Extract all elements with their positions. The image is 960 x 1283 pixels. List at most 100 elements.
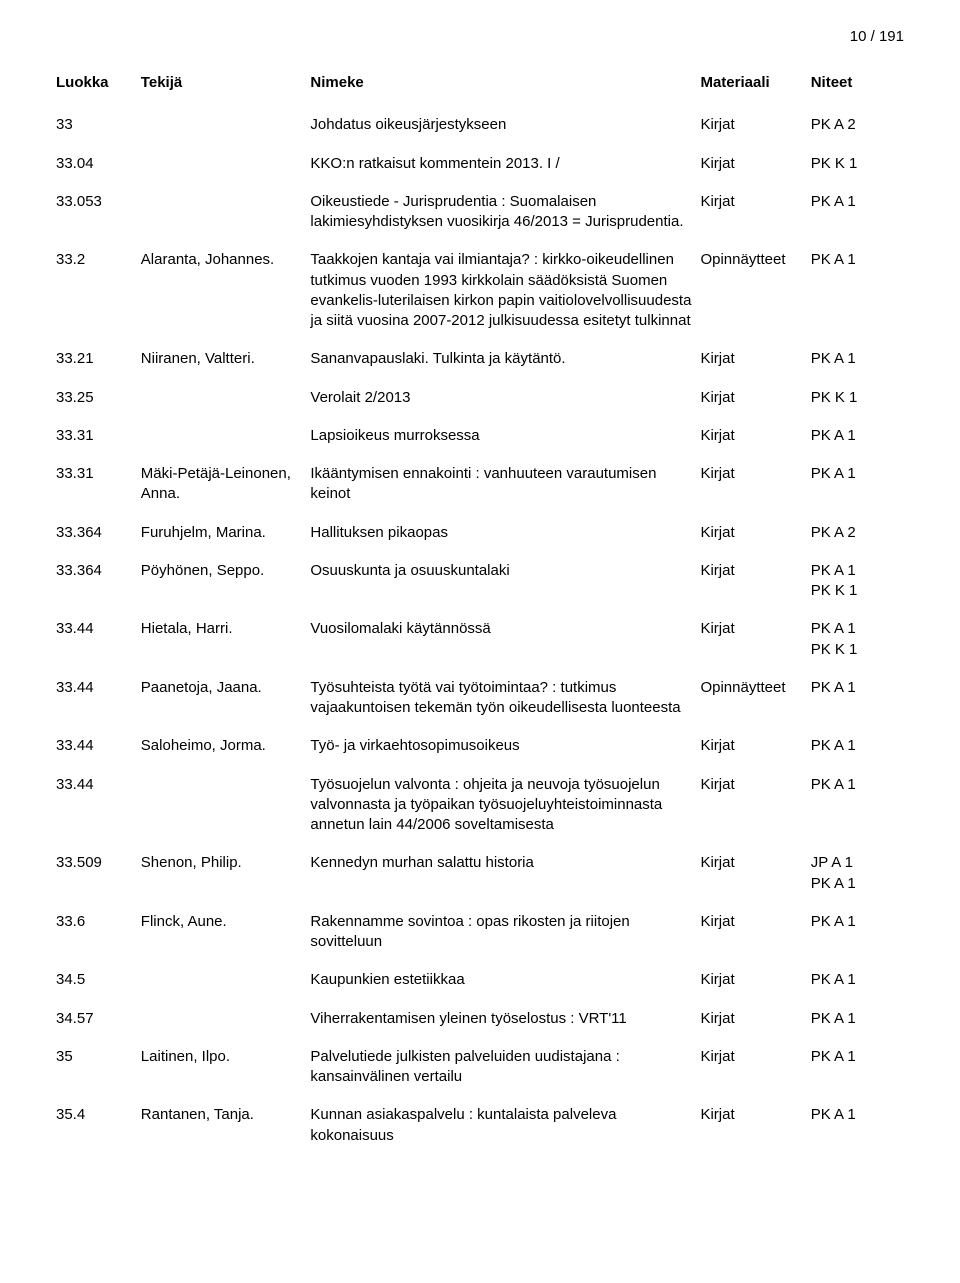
cell-tekija: Flinck, Aune. — [141, 908, 311, 967]
cell-tekija: Furuhjelm, Marina. — [141, 519, 311, 557]
cell-nimeke: Työ- ja virkaehtosopimusoikeus — [310, 732, 700, 770]
cell-materiaali: Kirjat — [700, 345, 810, 383]
cell-tekija — [141, 422, 311, 460]
cell-tekija — [141, 150, 311, 188]
cell-niteet: PK A 1 — [811, 422, 904, 460]
cell-tekija — [141, 1005, 311, 1043]
cell-niteet: PK A 1 — [811, 460, 904, 519]
cell-nimeke: Verolait 2/2013 — [310, 384, 700, 422]
col-luokka: Luokka — [56, 69, 141, 111]
cell-tekija: Paanetoja, Jaana. — [141, 674, 311, 733]
col-nimeke: Nimeke — [310, 69, 700, 111]
table-header-row: Luokka Tekijä Nimeke Materiaali Niteet — [56, 69, 904, 111]
cell-tekija — [141, 111, 311, 149]
col-niteet: Niteet — [811, 69, 904, 111]
cell-materiaali: Opinnäytteet — [700, 246, 810, 345]
table-body: 33Johdatus oikeusjärjestykseenKirjatPK A… — [56, 111, 904, 1160]
table-row: 33.053 Oikeustiede - Jurisprudentia : Suo… — [56, 188, 904, 247]
cell-materiaali: Kirjat — [700, 460, 810, 519]
cell-nimeke: Taakkojen kantaja vai ilmiantaja? : kirk… — [310, 246, 700, 345]
cell-tekija — [141, 188, 311, 247]
cell-tekija: Alaranta, Johannes. — [141, 246, 311, 345]
cell-luokka: 33.31 — [56, 422, 141, 460]
cell-niteet: PK A 1 — [811, 188, 904, 247]
cell-luokka: 35 — [56, 1043, 141, 1102]
table-row: 33.6Flinck, Aune.Rakennamme sovintoa : o… — [56, 908, 904, 967]
cell-luokka: 34.5 — [56, 966, 141, 1004]
cell-luokka: 35.4 — [56, 1101, 141, 1160]
page-number: 10 / 191 — [56, 28, 904, 45]
cell-niteet: JP A 1 PK A 1 — [811, 849, 904, 908]
cell-luokka: 33.44 — [56, 615, 141, 674]
table-row: 33.31Mäki-Petäjä-Leinonen, Anna.Ikääntym… — [56, 460, 904, 519]
table-row: 34.57 Viherrakentamisen yleinen työselost… — [56, 1005, 904, 1043]
cell-niteet: PK A 1 — [811, 771, 904, 850]
cell-niteet: PK A 1 — [811, 908, 904, 967]
cell-materiaali: Kirjat — [700, 771, 810, 850]
cell-luokka: 33.053 — [56, 188, 141, 247]
cell-materiaali: Kirjat — [700, 422, 810, 460]
cell-luokka: 33.44 — [56, 674, 141, 733]
cell-nimeke: Osuuskunta ja osuuskuntalaki — [310, 557, 700, 616]
cell-nimeke: Oikeustiede - Jurisprudentia : Suomalais… — [310, 188, 700, 247]
cell-niteet: PK A 1 — [811, 1101, 904, 1160]
table-row: 33.509Shenon, Philip.Kennedyn murhan sal… — [56, 849, 904, 908]
cell-tekija: Pöyhönen, Seppo. — [141, 557, 311, 616]
cell-luokka: 33.04 — [56, 150, 141, 188]
cell-tekija: Saloheimo, Jorma. — [141, 732, 311, 770]
table-row: 33.44Työsuojelun valvonta : ohjeita ja n… — [56, 771, 904, 850]
cell-nimeke: Palvelutiede julkisten palveluiden uudis… — [310, 1043, 700, 1102]
cell-materiaali: Opinnäytteet — [700, 674, 810, 733]
cell-luokka: 34.57 — [56, 1005, 141, 1043]
cell-niteet: PK K 1 — [811, 150, 904, 188]
col-tekija: Tekijä — [141, 69, 311, 111]
cell-luokka: 33.31 — [56, 460, 141, 519]
cell-tekija: Rantanen, Tanja. — [141, 1101, 311, 1160]
table-row: 33.21Niiranen, Valtteri.Sananvapauslaki.… — [56, 345, 904, 383]
cell-nimeke: Viherrakentamisen yleinen työselostus : … — [310, 1005, 700, 1043]
table-row: 35.4Rantanen, Tanja.Kunnan asiakaspalvel… — [56, 1101, 904, 1160]
table-row: 33.364Furuhjelm, Marina.Hallituksen pika… — [56, 519, 904, 557]
cell-niteet: PK A 1 — [811, 732, 904, 770]
cell-nimeke: Vuosilomalaki käytännössä — [310, 615, 700, 674]
cell-niteet: PK A 1 PK K 1 — [811, 557, 904, 616]
cell-materiaali: Kirjat — [700, 384, 810, 422]
cell-nimeke: Työsuhteista työtä vai työtoimintaa? : t… — [310, 674, 700, 733]
cell-nimeke: Hallituksen pikaopas — [310, 519, 700, 557]
cell-materiaali: Kirjat — [700, 188, 810, 247]
cell-niteet: PK A 1 — [811, 1005, 904, 1043]
cell-nimeke: Sananvapauslaki. Tulkinta ja käytäntö. — [310, 345, 700, 383]
catalog-table: Luokka Tekijä Nimeke Materiaali Niteet 3… — [56, 69, 904, 1160]
table-row: 33.04 KKO:n ratkaisut kommentein 2013. I … — [56, 150, 904, 188]
cell-tekija: Mäki-Petäjä-Leinonen, Anna. — [141, 460, 311, 519]
cell-nimeke: Johdatus oikeusjärjestykseen — [310, 111, 700, 149]
table-row: 33.44Hietala, Harri.Vuosilomalaki käytän… — [56, 615, 904, 674]
cell-nimeke: KKO:n ratkaisut kommentein 2013. I / — [310, 150, 700, 188]
table-row: 33.44Paanetoja, Jaana.Työsuhteista työtä… — [56, 674, 904, 733]
cell-materiaali: Kirjat — [700, 966, 810, 1004]
cell-luokka: 33.364 — [56, 557, 141, 616]
cell-tekija: Hietala, Harri. — [141, 615, 311, 674]
cell-nimeke: Lapsioikeus murroksessa — [310, 422, 700, 460]
cell-materiaali: Kirjat — [700, 519, 810, 557]
cell-niteet: PK K 1 — [811, 384, 904, 422]
table-row: 33.44Saloheimo, Jorma.Työ- ja virkaehtos… — [56, 732, 904, 770]
cell-materiaali: Kirjat — [700, 1043, 810, 1102]
table-row: 33Johdatus oikeusjärjestykseenKirjatPK A… — [56, 111, 904, 149]
cell-materiaali: Kirjat — [700, 908, 810, 967]
cell-luokka: 33.6 — [56, 908, 141, 967]
cell-nimeke: Ikääntymisen ennakointi : vanhuuteen var… — [310, 460, 700, 519]
cell-niteet: PK A 1 — [811, 966, 904, 1004]
table-row: 33.31 Lapsioikeus murroksessaKirjatPK A 1 — [56, 422, 904, 460]
cell-tekija — [141, 771, 311, 850]
cell-luokka: 33.44 — [56, 732, 141, 770]
cell-materiaali: Kirjat — [700, 557, 810, 616]
cell-luokka: 33.44 — [56, 771, 141, 850]
cell-materiaali: Kirjat — [700, 732, 810, 770]
cell-niteet: PK A 1 — [811, 674, 904, 733]
cell-materiaali: Kirjat — [700, 1005, 810, 1043]
cell-tekija — [141, 966, 311, 1004]
cell-materiaali: Kirjat — [700, 615, 810, 674]
table-row: 33.2Alaranta, Johannes.Taakkojen kantaja… — [56, 246, 904, 345]
cell-niteet: PK A 1 — [811, 1043, 904, 1102]
